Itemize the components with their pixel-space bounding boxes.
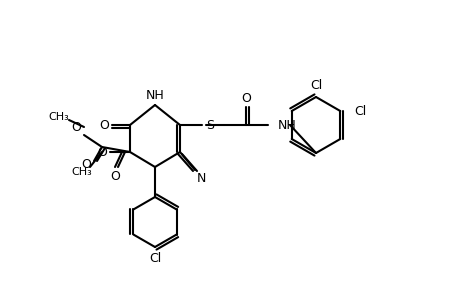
Text: Cl: Cl	[149, 253, 161, 266]
Text: O: O	[241, 92, 251, 104]
Text: CH₃: CH₃	[49, 112, 69, 122]
Text: O: O	[71, 121, 81, 134]
Text: NH: NH	[277, 118, 296, 131]
Text: O: O	[81, 158, 91, 170]
Text: N: N	[196, 172, 205, 184]
Text: O: O	[110, 169, 120, 182]
Text: O: O	[99, 118, 109, 131]
Text: Cl: Cl	[309, 79, 321, 92]
Text: CH₃: CH₃	[72, 167, 92, 177]
Text: S: S	[206, 118, 213, 131]
Text: O: O	[97, 146, 106, 158]
Text: Cl: Cl	[353, 104, 366, 118]
Text: NH: NH	[146, 88, 164, 101]
